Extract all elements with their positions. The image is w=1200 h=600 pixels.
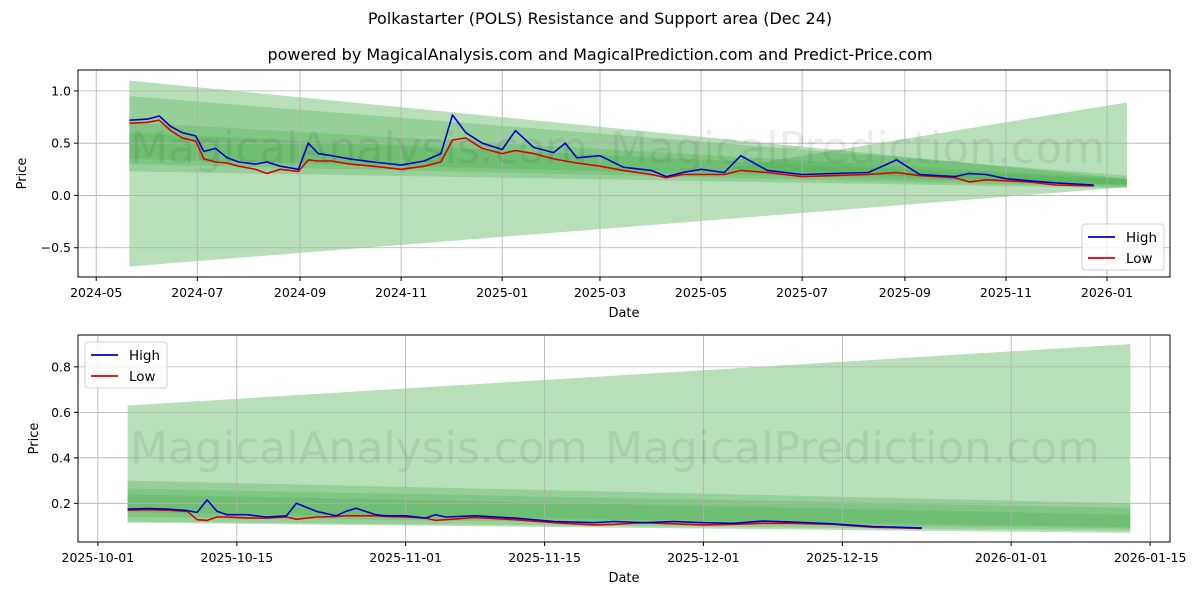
y-axis-label: Price xyxy=(27,423,42,455)
band-core-band xyxy=(127,494,1131,528)
x-tick-label: 2025-01 xyxy=(476,285,528,300)
watermark-text: MagicalAnalysis.com xyxy=(130,275,588,326)
watermark-text: MagicalPrediction.com xyxy=(610,275,1105,326)
legend-low-label: Low xyxy=(1126,251,1153,267)
watermark-text: MagicalAnalysis.com xyxy=(130,423,588,474)
axes-frame xyxy=(77,334,1171,543)
legend-high-label: High xyxy=(129,348,160,364)
x-tick-label: 2024-07 xyxy=(171,285,223,300)
x-tick-label: 2025-05 xyxy=(675,285,727,300)
series-high-line xyxy=(127,499,922,529)
plot-area: MagicalAnalysis.com MagicalPrediction.com xyxy=(78,335,1170,542)
x-tick-label: 2024-11 xyxy=(375,285,427,300)
band-outer-resistance-support xyxy=(129,80,1127,267)
watermark-text: MagicalPrediction.com xyxy=(610,123,1105,174)
x-axis-label: Date xyxy=(608,571,639,586)
band-mid-band xyxy=(129,96,1127,189)
x-tick-label: 2025-10-15 xyxy=(201,550,274,565)
band-outer-forecast xyxy=(127,344,1131,533)
y-tick-label: 0.6 xyxy=(51,405,71,420)
series-high-line xyxy=(129,114,1094,186)
x-tick-label: 2026-01-15 xyxy=(1114,550,1187,565)
x-tick-label: 2025-10-01 xyxy=(62,550,135,565)
x-tick-label: 2025-03 xyxy=(574,285,626,300)
legend: High Low xyxy=(84,341,168,389)
y-tick-label: 1.0 xyxy=(51,83,71,98)
grid xyxy=(78,335,1170,542)
legend-low-label: Low xyxy=(129,369,156,385)
y-tick-label: 0.5 xyxy=(51,136,71,151)
y-tick-label: −0.5 xyxy=(41,240,71,255)
series-low-line xyxy=(129,119,1094,187)
x-tick-label: 2026-01 xyxy=(1081,285,1133,300)
y-axis-label: Price xyxy=(15,158,30,190)
x-tick-label: 2025-09 xyxy=(879,285,931,300)
legend: High Low xyxy=(1081,223,1165,271)
axes-frame xyxy=(77,69,1171,278)
band-inner-band xyxy=(129,122,1127,188)
x-tick-label: 2025-11-15 xyxy=(508,550,581,565)
plot-area: MagicalAnalysis.com MagicalPrediction.com… xyxy=(78,70,1170,326)
x-tick-label: 2024-09 xyxy=(274,285,326,300)
y-tick-label: 0.8 xyxy=(51,359,71,374)
series-low-line xyxy=(127,508,922,530)
x-tick-label: 2026-01-01 xyxy=(975,550,1048,565)
x-tick-label: 2025-12-15 xyxy=(806,550,879,565)
chart-subtitle: powered by MagicalAnalysis.com and Magic… xyxy=(267,45,933,64)
y-tick-label: 0.0 xyxy=(51,188,71,203)
x-tick-label: 2025-12-01 xyxy=(667,550,740,565)
band-core-band xyxy=(129,132,1127,185)
x-tick-label: 2025-07 xyxy=(776,285,828,300)
watermark-text: MagicalPrediction.com xyxy=(605,423,1100,474)
x-tick-label: 2025-11 xyxy=(980,285,1032,300)
x-tick-label: 2025-11-01 xyxy=(369,550,442,565)
y-tick-label: 0.2 xyxy=(51,496,71,511)
grid xyxy=(78,70,1170,277)
band-mid-band xyxy=(127,480,1131,531)
y-tick-label: 0.4 xyxy=(51,450,71,465)
x-axis-label: Date xyxy=(608,306,639,321)
band-forecast-widening xyxy=(732,102,1127,185)
x-tick-label: 2024-05 xyxy=(70,285,122,300)
chart-title: Polkastarter (POLS) Resistance and Suppo… xyxy=(367,9,833,28)
band-inner-band xyxy=(127,488,1131,529)
legend-high-label: High xyxy=(1126,230,1157,246)
